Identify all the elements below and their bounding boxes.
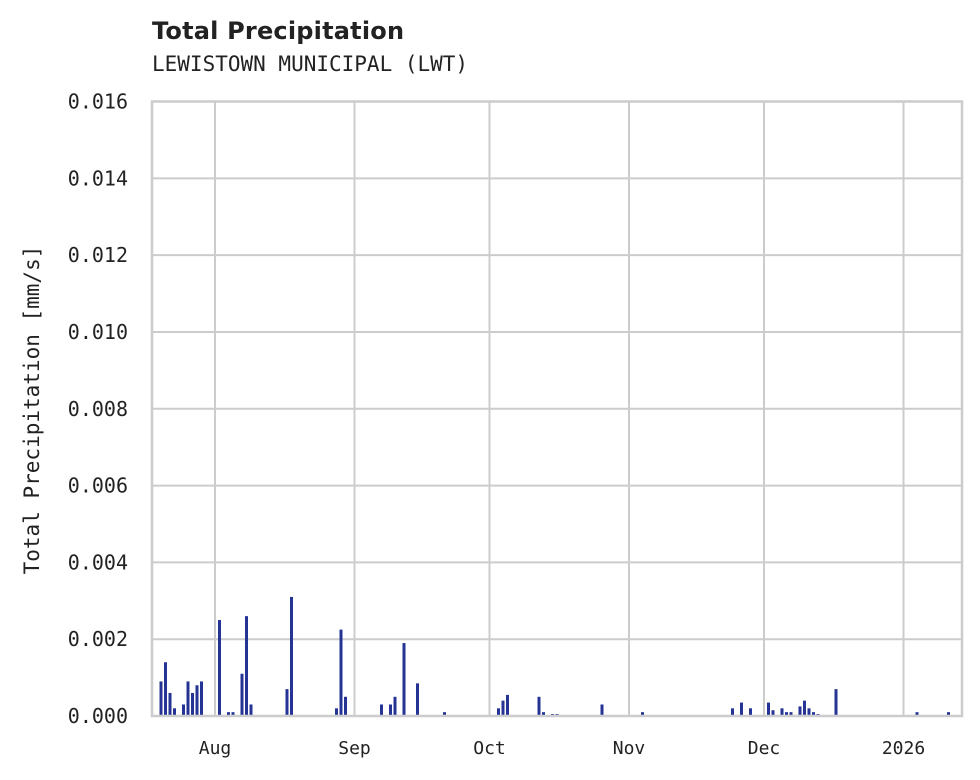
precip-bar [344, 696, 347, 716]
precip-bar [389, 704, 392, 716]
x-tick-label: Oct [473, 738, 506, 759]
precip-bar [200, 681, 203, 716]
precip-bar [231, 712, 235, 716]
precip-bar [749, 708, 752, 716]
chart-subtitle: LEWISTOWN MUNICIPAL (LWT) [152, 52, 469, 76]
chart-title: Total Precipitation [152, 17, 405, 45]
y-tick-label: 0.008 [68, 397, 128, 421]
precip-bar [537, 696, 541, 716]
y-tick-label: 0.002 [68, 627, 128, 651]
precip-bar [501, 700, 505, 716]
precip-bar [497, 708, 500, 716]
precip-bar [218, 619, 221, 716]
bar-series [159, 596, 950, 716]
precip-bar [740, 702, 743, 716]
precip-bar [393, 696, 397, 716]
x-tick-label: 2026 [882, 738, 925, 759]
precip-bar [285, 689, 289, 716]
precip-bar [506, 694, 509, 716]
precip-bar [789, 712, 793, 716]
precip-bar [173, 708, 176, 716]
precip-bar [771, 710, 775, 716]
precip-bar [807, 708, 811, 716]
precip-bar [798, 706, 802, 716]
precip-bar [290, 596, 293, 716]
gridlines [152, 100, 962, 717]
precip-bar [947, 712, 950, 716]
x-tick-label: Dec [748, 738, 781, 759]
y-tick-label: 0.000 [68, 704, 128, 728]
x-tick-labels: Aug Sep Oct Nov Dec 2026 [199, 738, 925, 759]
precip-bar [600, 704, 604, 716]
precip-bar [168, 692, 172, 716]
precip-bar [227, 712, 230, 716]
precip-bar [335, 708, 338, 716]
precip-bar [542, 712, 545, 716]
precip-bar [915, 712, 919, 716]
precip-bar [249, 704, 253, 716]
x-tick-label: Aug [199, 738, 232, 759]
y-tick-label: 0.010 [68, 320, 128, 344]
y-tick-label: 0.006 [68, 474, 128, 498]
precip-bar [402, 643, 406, 716]
precip-bar [785, 712, 788, 716]
precip-bar [339, 629, 343, 716]
y-tick-labels: 0.000 0.002 0.004 0.006 0.008 0.010 0.012 0.014… [68, 90, 128, 729]
precip-bar [195, 685, 199, 716]
precip-bar [812, 712, 815, 716]
precip-bar [245, 616, 248, 716]
y-tick-label: 0.012 [68, 243, 128, 267]
precip-bar [182, 704, 185, 716]
precip-bar [641, 712, 644, 716]
x-tick-label: Nov [613, 738, 646, 759]
precip-bar [191, 692, 194, 716]
precip-bar [380, 704, 383, 716]
precip-bar [416, 683, 419, 716]
precip-bar [164, 662, 167, 716]
y-tick-label: 0.016 [68, 90, 128, 114]
x-tick-label: Sep [338, 738, 371, 759]
precip-bar [159, 681, 163, 716]
precip-bar [731, 708, 734, 716]
plot-frame [150, 100, 964, 718]
precip-bar [186, 681, 190, 716]
y-tick-label: 0.014 [68, 166, 128, 190]
precip-bar [240, 673, 244, 716]
precip-bar [443, 712, 446, 716]
y-tick-label: 0.004 [68, 550, 128, 574]
precip-bar [834, 689, 838, 716]
precip-bar [780, 708, 784, 716]
precip-bar [767, 702, 770, 716]
precip-bar [803, 700, 806, 716]
